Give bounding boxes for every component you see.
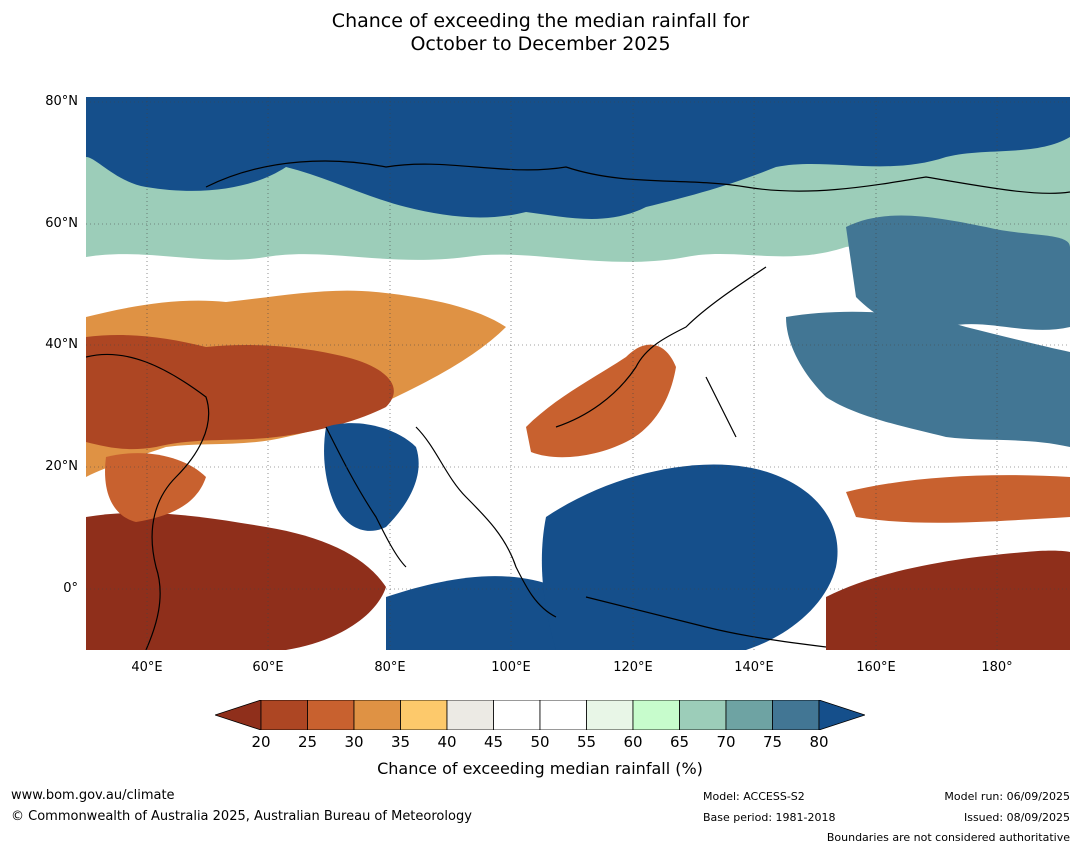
base-period: Base period: 1981-2018 [703,811,836,824]
lat-label-60n: 60°N [45,216,78,231]
colorbar-tick-label: 30 [344,733,364,751]
region-bay-bengal-wet [324,423,419,531]
colorbar-tick-label: 75 [762,733,783,751]
colorbar-tick-label: 20 [251,733,271,751]
colorbar-tick-label: 60 [623,733,643,751]
copyright-text: © Commonwealth of Australia 2025, Austra… [11,809,472,824]
colorbar-tick-label: 55 [576,733,597,751]
lat-label-20n: 20°N [45,459,78,474]
graticule [86,97,1070,650]
lat-label-80n: 80°N [45,94,78,109]
colorbar-segment [725,699,773,731]
lat-label-40n: 40°N [45,337,78,352]
colorbar-extend-low [213,699,262,731]
region-maritime-wet [541,464,838,650]
boundaries-disclaimer: Boundaries are not considered authoritat… [826,831,1070,844]
colorbar-tick-label: 40 [437,733,457,751]
colorbar-tick-label: 70 [716,733,736,751]
lon-label-160e: 160°E [856,660,896,675]
model-name: Model: ACCESS-S2 [703,790,805,803]
lon-label-120e: 120°E [613,660,653,675]
colorbar-label: Chance of exceeding median rainfall (%) [377,759,703,778]
lon-label-40e: 40°E [131,660,163,675]
region-pacific-dry-north [846,475,1070,523]
colorbar-segment [260,699,308,731]
colorbar-tick-label: 45 [483,733,504,751]
region-north-wet-core [86,97,1070,219]
lon-label-100e: 100°E [491,660,531,675]
colorbar-tick-label: 35 [390,733,411,751]
coastlines [86,160,1070,650]
website-link[interactable]: www.bom.gov.au/climate [11,788,175,803]
region-arabia-dry [105,453,206,522]
lon-label-180: 180° [981,660,1013,675]
region-east-siberia [846,215,1070,330]
map-canvas [86,97,1070,650]
title-line-2: October to December 2025 [410,33,671,55]
rainfall-map [86,97,1070,650]
colorbar-segment [679,699,727,731]
colorbar-segment [307,699,355,731]
region-centralasia-dry-core [86,335,394,450]
colorbar-segment [493,699,541,731]
issued-date: Issued: 08/09/2025 [963,811,1070,824]
colorbar-segment [400,699,448,731]
region-indian-ocean-dry [86,512,386,650]
title-line-1: Chance of exceeding the median rainfall … [331,10,750,32]
colorbar-extend-high [818,699,867,731]
colorbar-tick-label: 50 [530,733,550,751]
model-run-date: Model run: 06/09/2025 [944,790,1070,803]
colorbar [213,699,867,731]
region-pacific-wet [786,311,1070,447]
colorbar-tick-label: 25 [297,733,318,751]
lon-label-60e: 60°E [252,660,284,675]
region-pacific-dry-south [826,550,1070,650]
colorbar-tick-label: 80 [809,733,829,751]
colorbar-tick-label: 65 [669,733,690,751]
colorbar-segment [446,699,494,731]
colorbar-graphic [213,699,867,731]
colorbar-segment [586,699,634,731]
colorbar-segment [353,699,401,731]
region-china-dry [526,344,676,458]
map-title: Chance of exceeding the median rainfall … [0,10,1081,56]
lat-label-0: 0° [63,581,78,596]
colorbar-segment [539,699,587,731]
colorbar-segment [772,699,820,731]
colorbar-segment [632,699,680,731]
lon-label-140e: 140°E [734,660,774,675]
lon-label-80e: 80°E [374,660,406,675]
